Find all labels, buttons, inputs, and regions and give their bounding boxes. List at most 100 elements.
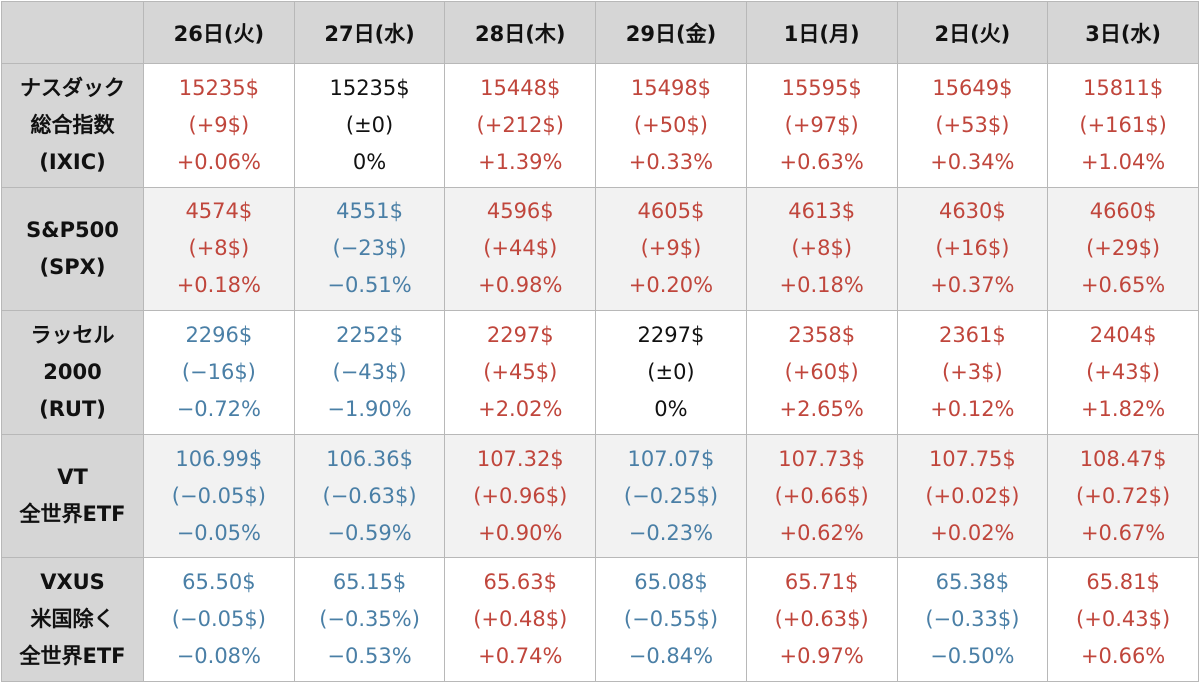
table-row: VT 全世界ETF 106.99$ (−0.05$) −0.05% 106.36$ (−0.… [1,433,1199,559]
quote-percent: −0.05% [176,520,261,545]
quote-percent: +0.90% [478,520,563,545]
quote-change: (±0) [647,359,695,384]
quote-percent: +0.12% [930,396,1015,421]
row-label-line: ナスダック [20,75,125,100]
row-label-line: (RUT) [39,396,106,421]
row-label-line: 米国除く [30,607,115,632]
quote-change: (+8$) [188,236,250,261]
quote-price: 4660$ [1089,199,1157,224]
quote-price: 107.32$ [476,446,564,471]
quote-price: 2358$ [788,322,856,347]
quote-cell: 4613$ (+8$) +0.18% [745,186,898,312]
quote-price: 15649$ [932,75,1013,100]
quote-percent: +1.04% [1080,149,1166,174]
quote-percent: +0.63% [779,149,864,174]
quote-price: 107.75$ [928,446,1016,471]
quote-cell: 15595$ (+97$) +0.63% [745,63,898,188]
quote-percent: +0.18% [176,273,261,298]
quote-change: (+16$) [935,236,1010,261]
row-label: VT 全世界ETF [1,433,144,559]
date-header: 1日(月) [745,1,898,64]
quote-change: (+161$) [1079,112,1167,137]
quote-change: (±0) [345,112,394,137]
row-label: ラッセル 2000 (RUT) [1,310,144,435]
quote-change: (−23$) [332,236,407,261]
quote-cell: 15235$ (±0) 0% [293,63,446,188]
quote-price: 2404$ [1089,322,1157,347]
quote-price: 65.08$ [634,570,708,595]
quote-cell: 15811$ (+161$) +1.04% [1047,63,1199,188]
row-label: ナスダック 総合指数 (IXIC) [1,63,144,188]
quote-percent: +0.18% [779,273,864,298]
quote-cell: 65.81$ (+0.43$) +0.66% [1047,557,1199,682]
quote-change: (−0.25$) [623,483,719,508]
quote-percent: +0.34% [930,149,1015,174]
quote-change: (+44$) [483,236,558,261]
quote-cell: 2297$ (±0) 0% [595,310,747,435]
quote-change: (+8$) [791,236,853,261]
quote-percent: 0% [352,149,387,174]
quote-price: 65.63$ [483,570,557,595]
quote-percent: +0.98% [478,273,563,298]
quote-percent: −1.90% [327,396,412,421]
quote-price: 15595$ [781,75,862,100]
quote-cell: 65.15$ (−0.35%) −0.53% [293,557,446,682]
quote-price: 65.50$ [182,570,256,595]
quote-cell: 15649$ (+53$) +0.34% [896,63,1049,188]
quote-change: (−0.35%) [319,607,420,632]
quote-cell: 15448$ (+212$) +1.39% [444,63,597,188]
quote-change: (−43$) [332,359,407,384]
quote-price: 15235$ [329,75,410,100]
quote-percent: +0.74% [478,644,563,669]
quote-cell: 4551$ (−23$) −0.51% [293,186,446,312]
quote-cell: 65.50$ (−0.05$) −0.08% [143,557,295,682]
quote-cell: 2404$ (+43$) +1.82% [1047,310,1199,435]
quote-price: 15448$ [480,75,561,100]
quote-cell: 107.07$ (−0.25$) −0.23% [595,433,747,559]
quote-cell: 15498$ (+50$) +0.33% [595,63,747,188]
quote-price: 4613$ [788,199,856,224]
quote-cell: 4660$ (+29$) +0.65% [1047,186,1199,312]
quote-percent: +1.82% [1080,396,1166,421]
quote-cell: 2296$ (−16$) −0.72% [143,310,295,435]
quote-price: 4574$ [185,199,253,224]
quote-change: (+97$) [784,112,859,137]
date-header: 26日(火) [143,1,295,64]
quote-change: (−0.63$) [322,483,417,508]
quote-cell: 108.47$ (+0.72$) +0.67% [1047,433,1199,559]
table-row: VXUS 米国除く 全世界ETF 65.50$ (−0.05$) −0.08% 65.15$… [1,557,1199,682]
quote-change: (+3$) [942,359,1003,384]
quote-price: 65.81$ [1086,570,1160,595]
quote-percent: −0.53% [327,644,412,669]
quote-price: 107.73$ [778,446,866,471]
quote-cell: 15235$ (+9$) +0.06% [143,63,295,188]
quote-percent: +0.20% [628,273,714,298]
quote-price: 2252$ [336,322,403,347]
quote-cell: 4630$ (+16$) +0.37% [896,186,1049,312]
quote-change: (−0.33$) [925,607,1020,632]
quote-change: (−16$) [181,359,256,384]
quote-price: 4596$ [486,199,554,224]
quote-price: 4551$ [336,199,403,224]
quote-cell: 107.73$ (+0.66$) +0.62% [745,433,898,559]
quote-percent: +0.67% [1080,520,1166,545]
quote-cell: 2361$ (+3$) +0.12% [896,310,1049,435]
quote-change: (−0.05$) [171,483,266,508]
quote-cell: 107.32$ (+0.96$) +0.90% [444,433,597,559]
quote-cell: 4596$ (+44$) +0.98% [444,186,597,312]
quote-cell: 106.36$ (−0.63$) −0.59% [293,433,446,559]
quote-percent: +0.02% [930,520,1015,545]
quote-percent: −0.08% [176,644,261,669]
quote-change: (+50$) [633,112,708,137]
quote-change: (+29$) [1086,236,1161,261]
date-header: 2日(火) [896,1,1049,64]
quote-price: 108.47$ [1079,446,1167,471]
table-body: ナスダック 総合指数 (IXIC) 15235$ (+9$) +0.06% 15235$ (±… [1,63,1199,682]
quote-cell: 107.75$ (+0.02$) +0.02% [896,433,1049,559]
quote-change: (−0.55$) [623,607,719,632]
quote-cell: 65.63$ (+0.48$) +0.74% [444,557,597,682]
quote-change: (+43$) [1086,359,1161,384]
date-header: 28日(木) [444,1,597,64]
quote-price: 65.38$ [935,570,1010,595]
